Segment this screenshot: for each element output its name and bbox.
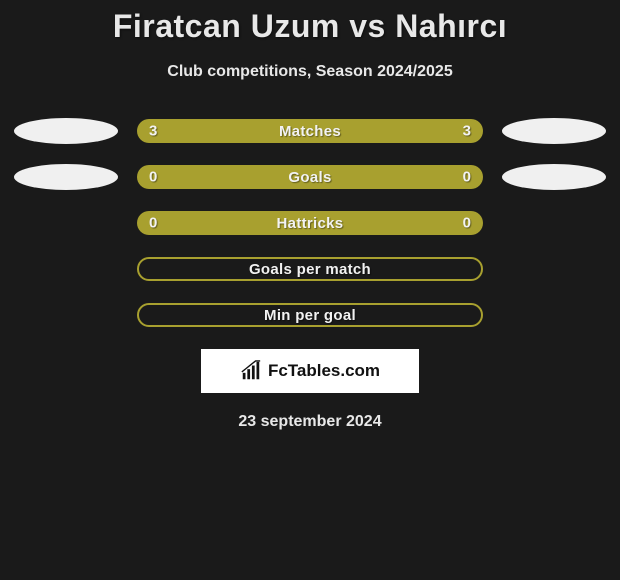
stat-label: Goals [288,169,331,186]
stat-label: Min per goal [264,307,356,324]
stat-left-value: 0 [149,169,157,186]
stat-bar: Min per goal [137,303,483,327]
subtitle: Club competitions, Season 2024/2025 [0,63,620,81]
right-side [501,118,607,144]
player2-badge [502,118,606,144]
stat-right-value: 0 [463,215,471,232]
stat-row-hattricks: 0 Hattricks 0 [0,211,620,235]
stat-row-goals: 0 Goals 0 [0,165,620,189]
left-side [13,118,119,144]
brand-text: FcTables.com [268,361,380,381]
player1-badge [14,118,118,144]
stat-rows: 3 Matches 3 0 Goals 0 0 [0,119,620,327]
stat-right-value: 0 [463,169,471,186]
left-side [13,164,119,190]
player1-badge [14,164,118,190]
stat-label: Goals per match [249,261,371,278]
chart-icon [240,360,262,382]
stat-label: Hattricks [277,215,344,232]
stat-label: Matches [279,123,341,140]
brand-badge: FcTables.com [201,349,419,393]
stat-row-goals-per-match: Goals per match [0,257,620,281]
stat-right-value: 3 [463,123,471,140]
comparison-card: Firatcan Uzum vs Nahırcı Club competitio… [0,0,620,431]
stat-bar: Goals per match [137,257,483,281]
date-text: 23 september 2024 [0,413,620,431]
stat-left-value: 0 [149,215,157,232]
right-side [501,164,607,190]
stat-bar: 0 Goals 0 [137,165,483,189]
player2-badge [502,164,606,190]
stat-bar: 3 Matches 3 [137,119,483,143]
page-title: Firatcan Uzum vs Nahırcı [0,8,620,45]
stat-bar: 0 Hattricks 0 [137,211,483,235]
stat-left-value: 3 [149,123,157,140]
stat-row-min-per-goal: Min per goal [0,303,620,327]
stat-row-matches: 3 Matches 3 [0,119,620,143]
